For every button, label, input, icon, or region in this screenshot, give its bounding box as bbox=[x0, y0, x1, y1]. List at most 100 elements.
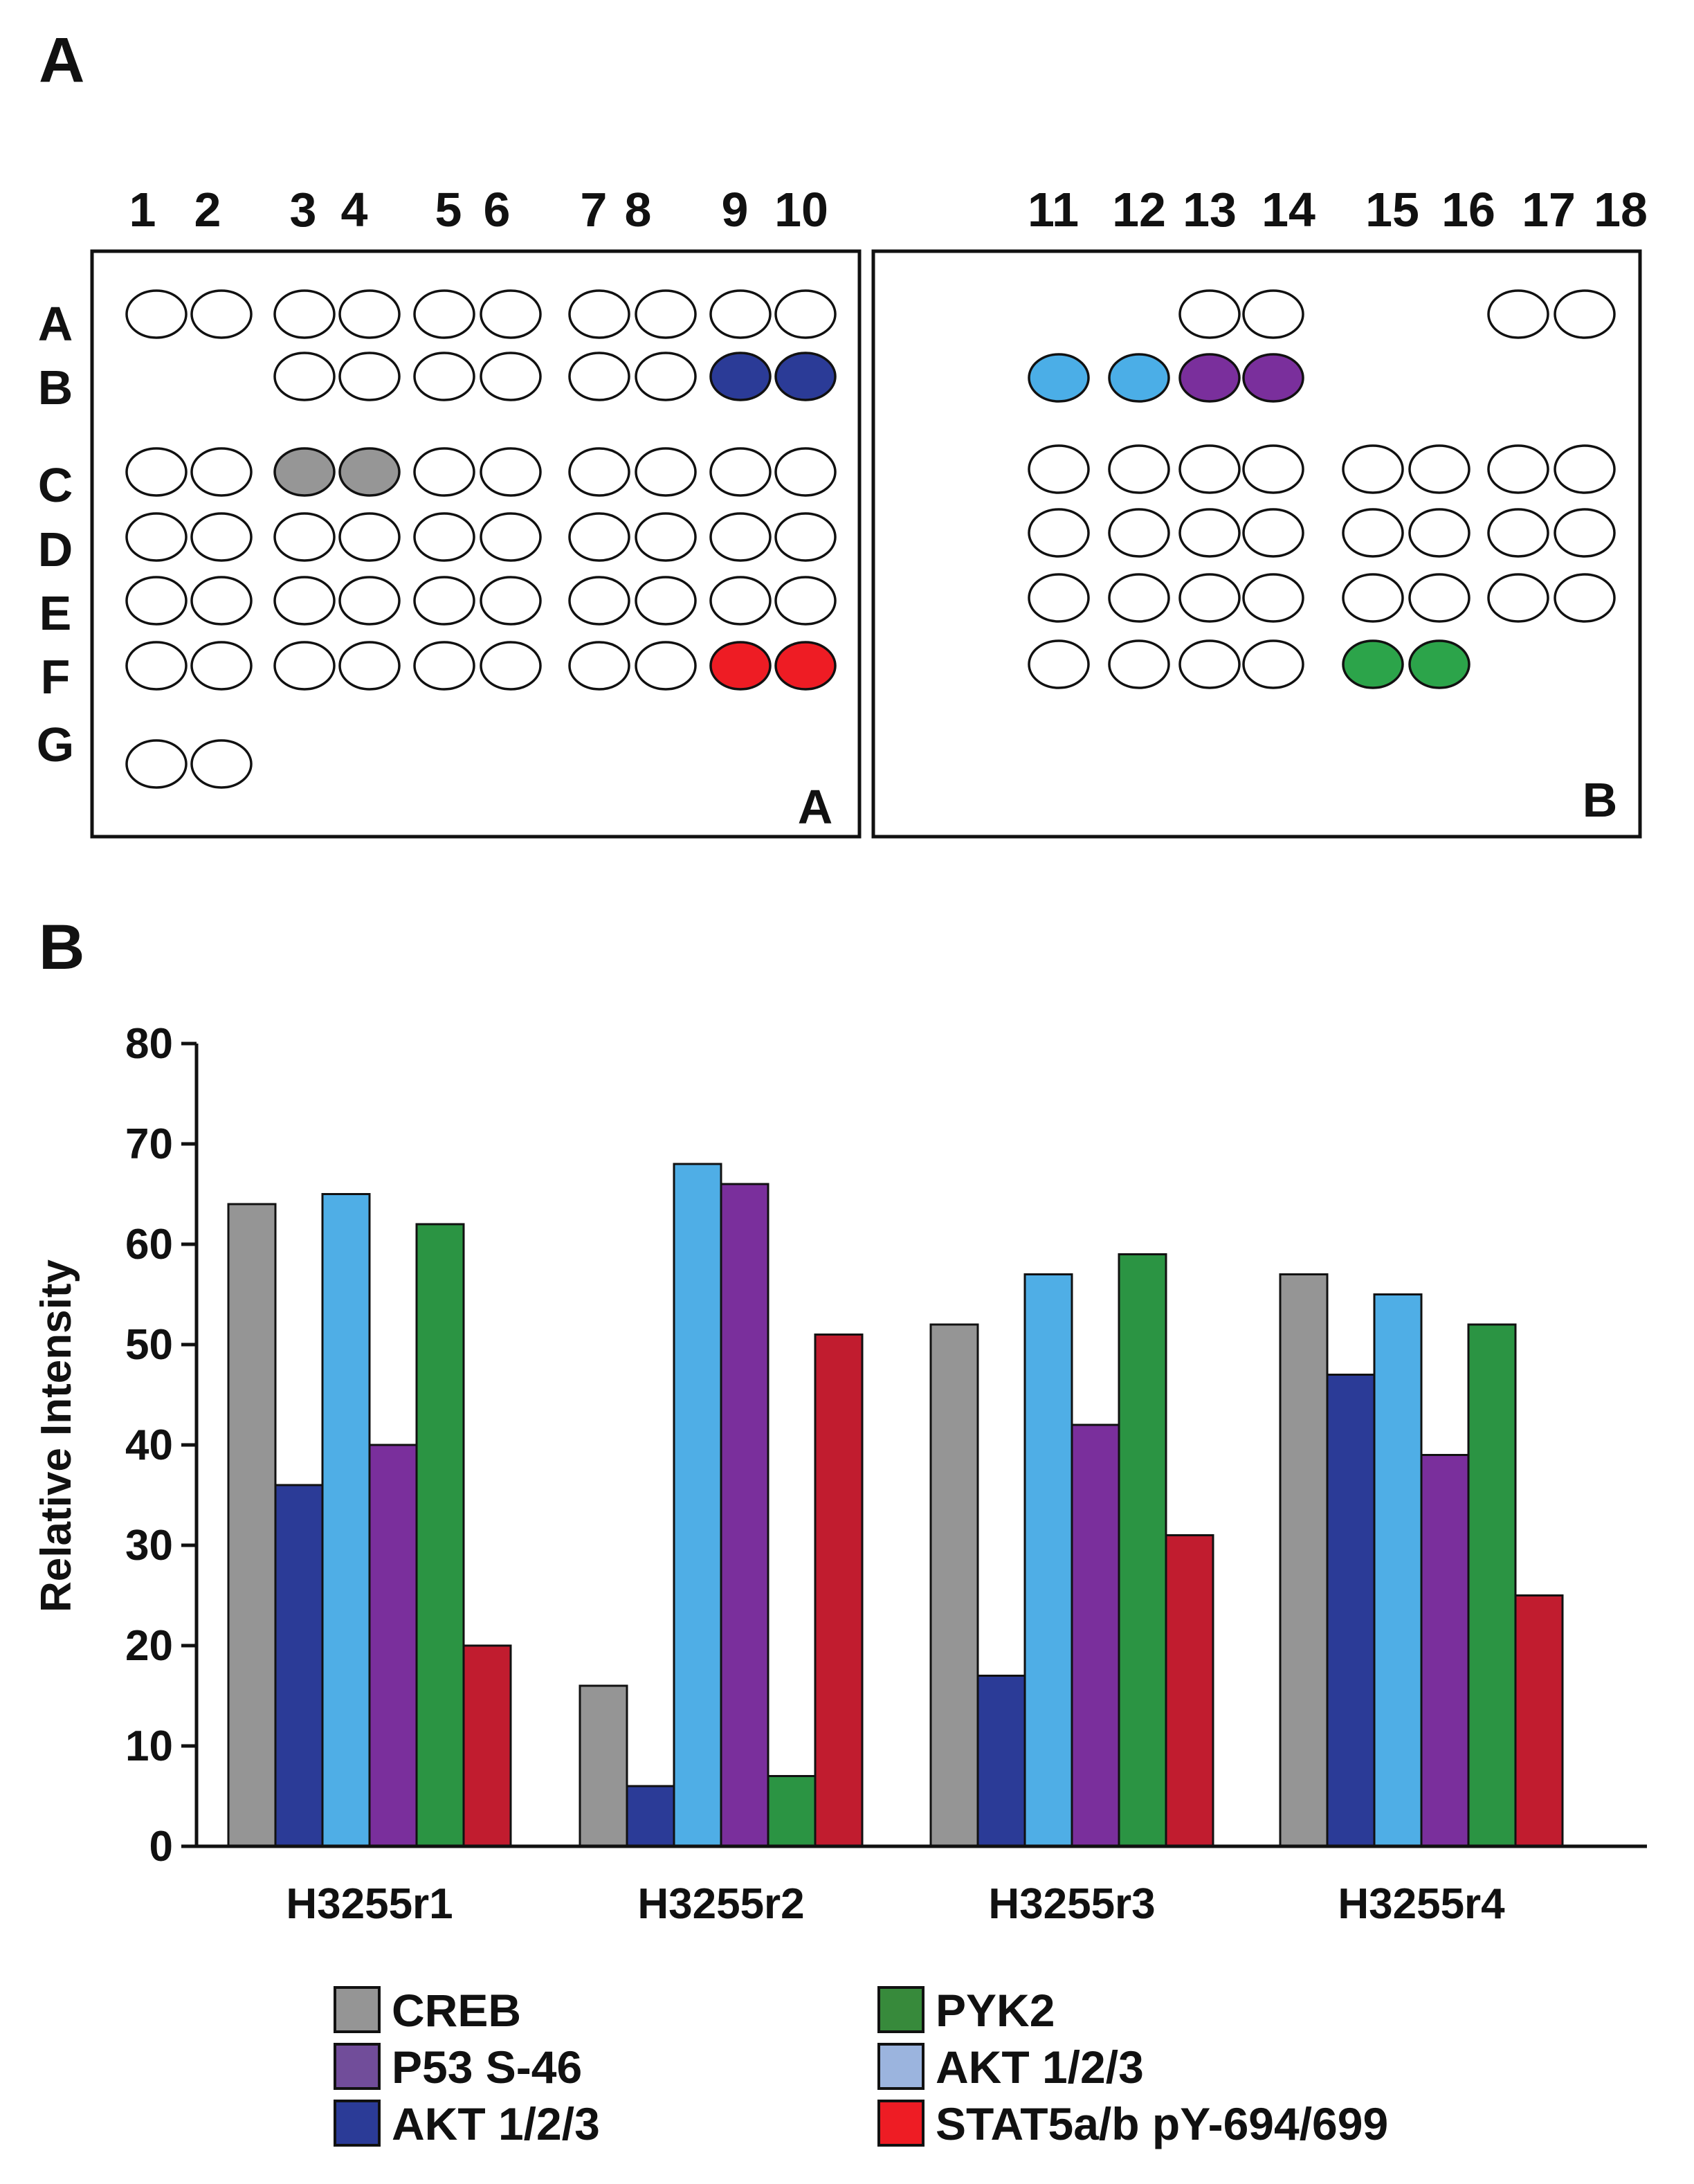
column-number: 4 bbox=[341, 183, 368, 237]
spot-a-a-4 bbox=[338, 289, 401, 339]
spot-a-c-9 bbox=[709, 447, 772, 497]
bar-h3255r3-series-1 bbox=[929, 1323, 979, 1848]
legend-swatch bbox=[334, 1986, 381, 2033]
membrane-a-frame bbox=[90, 249, 862, 839]
spot-a-f-2 bbox=[190, 641, 253, 691]
y-tick-label: 50 bbox=[125, 1321, 173, 1369]
bar-h3255r2-series-1 bbox=[579, 1684, 628, 1848]
bar-h3255r2-series-4 bbox=[720, 1183, 769, 1848]
spot-b-c-5 bbox=[1342, 444, 1404, 494]
spot-a-a-8 bbox=[635, 289, 697, 339]
spot-a-a-2 bbox=[190, 289, 253, 339]
legend-label: STAT5a/b pY-694/699 bbox=[936, 2098, 1388, 2149]
spot-b-f-4 bbox=[1242, 639, 1304, 689]
bars bbox=[227, 1163, 1564, 1848]
legend-swatch bbox=[877, 2100, 925, 2147]
spot-a-f-10-red bbox=[774, 641, 837, 691]
bar-h3255r4-series-3 bbox=[1373, 1293, 1423, 1848]
spot-b-c-3 bbox=[1178, 444, 1241, 494]
legend-label: AKT 1/2/3 bbox=[392, 2098, 600, 2149]
spot-b-c-4 bbox=[1242, 444, 1304, 494]
panel-letter-a: A bbox=[39, 25, 84, 95]
spot-a-d-3 bbox=[273, 512, 336, 562]
spot-b-e-2 bbox=[1108, 573, 1170, 623]
spot-b-f-2 bbox=[1108, 639, 1170, 689]
panel-letter-b: B bbox=[39, 912, 84, 983]
y-tick-label: 60 bbox=[125, 1221, 173, 1268]
spot-b-c-7 bbox=[1487, 444, 1549, 494]
spot-a-b-10-dark-blue bbox=[774, 352, 837, 401]
spot-b-d-2 bbox=[1108, 508, 1170, 558]
spot-a-d-9 bbox=[709, 512, 772, 562]
spot-a-b-7 bbox=[568, 352, 630, 401]
column-number: 14 bbox=[1262, 183, 1315, 237]
legend-swatch bbox=[334, 2043, 381, 2090]
column-number: 2 bbox=[194, 183, 221, 237]
column-number: 17 bbox=[1522, 183, 1576, 237]
spot-a-c-10 bbox=[774, 447, 837, 497]
column-number: 6 bbox=[484, 183, 511, 237]
x-category-label: H3255r3 bbox=[988, 1880, 1155, 1928]
bar-h3255r2-series-2 bbox=[626, 1785, 675, 1848]
spot-a-b-9-dark-blue bbox=[709, 352, 772, 401]
column-number: 7 bbox=[581, 183, 608, 237]
spot-a-d-4 bbox=[338, 512, 401, 562]
row-letter: E bbox=[39, 586, 72, 640]
spot-a-e-8 bbox=[635, 576, 697, 626]
spot-a-a-7 bbox=[568, 289, 630, 339]
x-category-label: H3255r1 bbox=[286, 1880, 453, 1928]
spot-b-d-3 bbox=[1178, 508, 1241, 558]
bar-h3255r1-series-3 bbox=[321, 1193, 371, 1848]
spot-b-e-6 bbox=[1408, 573, 1470, 623]
spot-b-e-4 bbox=[1242, 573, 1304, 623]
spot-b-e-3 bbox=[1178, 573, 1241, 623]
spot-a-d-7 bbox=[568, 512, 630, 562]
column-number: 9 bbox=[722, 183, 749, 237]
legend-swatch bbox=[877, 1986, 925, 2033]
spot-b-d-5 bbox=[1342, 508, 1404, 558]
column-number: 5 bbox=[435, 183, 462, 237]
spot-b-f-5-green bbox=[1342, 639, 1404, 689]
row-letter: B bbox=[38, 361, 73, 415]
spot-a-a-10 bbox=[774, 289, 837, 339]
spot-a-c-3-gray bbox=[273, 447, 336, 497]
legend-label: PYK2 bbox=[936, 1985, 1055, 2036]
column-number: 15 bbox=[1365, 183, 1419, 237]
y-axis: 0 10 20 30 40 50 60 70 80 bbox=[125, 1020, 199, 1871]
spot-a-c-7 bbox=[568, 447, 630, 497]
spot-a-a-6 bbox=[480, 289, 542, 339]
spot-b-b-3-purple bbox=[1178, 353, 1241, 403]
column-number: 1 bbox=[129, 183, 156, 237]
spot-a-b-6 bbox=[480, 352, 542, 401]
y-tick-label: 30 bbox=[125, 1522, 173, 1569]
bar-h3255r4-series-4 bbox=[1420, 1454, 1470, 1848]
x-axis: H3255r1 H3255r2 H3255r3 H3255r4 bbox=[197, 1844, 1647, 1928]
spot-a-b-8 bbox=[635, 352, 697, 401]
spot-a-e-6 bbox=[480, 576, 542, 626]
spot-a-d-5 bbox=[413, 512, 475, 562]
spot-b-b-4-purple bbox=[1242, 353, 1304, 403]
legend-swatch bbox=[334, 2100, 381, 2147]
column-number: 16 bbox=[1441, 183, 1495, 237]
legend-label: CREB bbox=[392, 1985, 521, 2036]
column-number: 12 bbox=[1112, 183, 1166, 237]
spot-a-c-2 bbox=[190, 447, 253, 497]
spot-a-c-1 bbox=[125, 447, 188, 497]
spot-b-d-6 bbox=[1408, 508, 1470, 558]
spot-b-c-2 bbox=[1108, 444, 1170, 494]
spot-a-b-4 bbox=[338, 352, 401, 401]
spot-b-f-6-green bbox=[1408, 639, 1470, 689]
spot-b-a-3 bbox=[1178, 289, 1241, 339]
row-letter: D bbox=[38, 522, 73, 576]
bar-h3255r1-series-2 bbox=[274, 1484, 324, 1848]
spot-a-e-5 bbox=[413, 576, 475, 626]
spot-a-d-8 bbox=[635, 512, 697, 562]
spot-b-c-8 bbox=[1554, 444, 1616, 494]
spot-a-b-5 bbox=[413, 352, 475, 401]
spot-a-c-5 bbox=[413, 447, 475, 497]
spot-a-a-9 bbox=[709, 289, 772, 339]
